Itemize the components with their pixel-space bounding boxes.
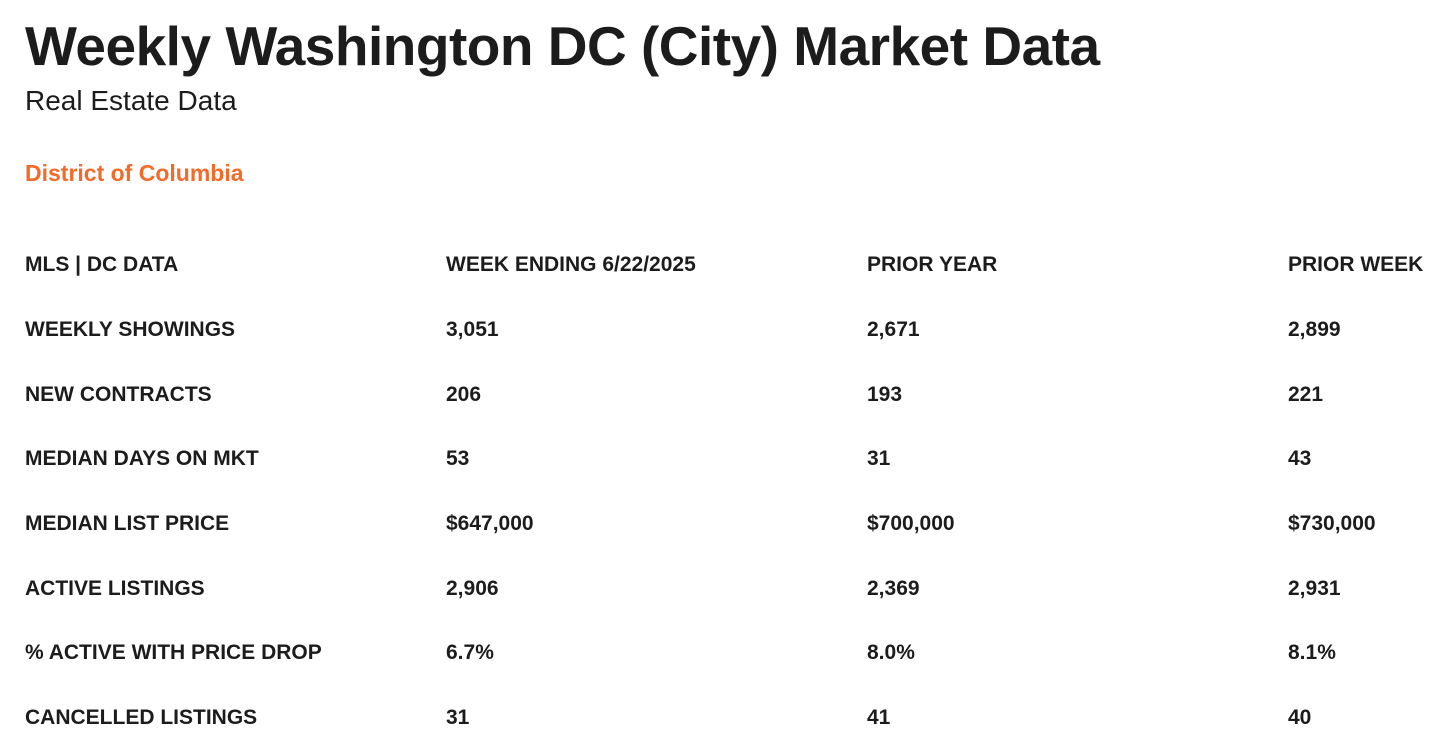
cell-prior-year: 8.0% [867, 641, 915, 665]
cell-prior-year: 2,369 [867, 576, 920, 600]
cell-prior-year: $700,000 [867, 512, 955, 536]
column-header-week-ending: WEEK ENDING 6/22/2025 [446, 253, 696, 277]
market-data-table: MLS | DC DATA WEEK ENDING 6/22/2025 PRIO… [25, 233, 1430, 751]
table-row-cancelled-listings: CANCELLED LISTINGS 31 41 40 [25, 686, 1430, 751]
table-row-active-listings: ACTIVE LISTINGS 2,906 2,369 2,931 [25, 556, 1430, 621]
table-row-median-days-on-market: MEDIAN DAYS ON MKT 53 31 43 [25, 427, 1430, 492]
cell-prior-year: 2,671 [867, 318, 920, 342]
cell-week-ending: 206 [446, 382, 482, 406]
region-label: District of Columbia [25, 160, 244, 186]
table-row-active-with-price-drop: % ACTIVE WITH PRICE DROP 6.7% 8.0% 8.1% [25, 621, 1430, 686]
cell-prior-week: 221 [1288, 382, 1324, 406]
cell-week-ending: 31 [446, 706, 470, 730]
cell-prior-year: 41 [867, 706, 891, 730]
column-header-prior-week: PRIOR WEEK [1288, 253, 1424, 277]
table-row-weekly-showings: WEEKLY SHOWINGS 3,051 2,671 2,899 [25, 298, 1430, 363]
cell-prior-year: 193 [867, 382, 903, 406]
cell-week-ending: 3,051 [446, 318, 499, 342]
table-row-new-contracts: NEW CONTRACTS 206 193 221 [25, 362, 1430, 427]
cell-week-ending: 6.7% [446, 641, 494, 665]
row-label: MEDIAN DAYS ON MKT [25, 447, 259, 471]
table-header-row: MLS | DC DATA WEEK ENDING 6/22/2025 PRIO… [25, 233, 1430, 298]
cell-prior-week: 2,899 [1288, 318, 1341, 342]
cell-prior-week: 2,931 [1288, 576, 1341, 600]
cell-prior-week: 40 [1288, 706, 1312, 730]
table-row-median-list-price: MEDIAN LIST PRICE $647,000 $700,000 $730… [25, 492, 1430, 557]
row-label: CANCELLED LISTINGS [25, 706, 258, 730]
cell-week-ending: 2,906 [446, 576, 499, 600]
cell-week-ending: $647,000 [446, 512, 534, 536]
cell-week-ending: 53 [446, 447, 470, 471]
cell-prior-week: 8.1% [1288, 641, 1336, 665]
page: Weekly Washington DC (City) Market Data … [25, 0, 1430, 750]
page-subtitle: Real Estate Data [25, 85, 237, 116]
row-label: WEEKLY SHOWINGS [25, 318, 236, 342]
row-label: NEW CONTRACTS [25, 382, 212, 406]
row-label: MEDIAN LIST PRICE [25, 512, 230, 536]
cell-prior-year: 31 [867, 447, 891, 471]
row-label: ACTIVE LISTINGS [25, 576, 205, 600]
page-title: Weekly Washington DC (City) Market Data [25, 15, 1100, 77]
cell-prior-week: $730,000 [1288, 512, 1376, 536]
column-header-metric: MLS | DC DATA [25, 253, 179, 277]
column-header-prior-year: PRIOR YEAR [867, 253, 998, 277]
row-label: % ACTIVE WITH PRICE DROP [25, 641, 322, 665]
cell-prior-week: 43 [1288, 447, 1312, 471]
